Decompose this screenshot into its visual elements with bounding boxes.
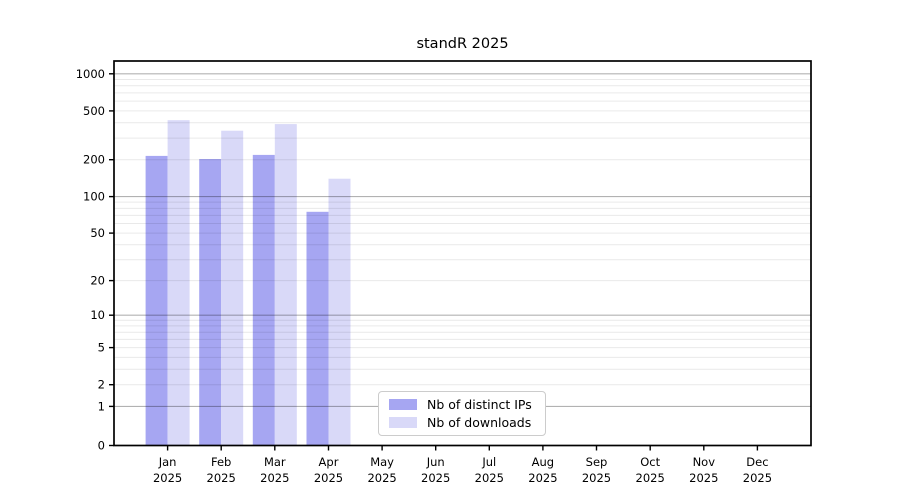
- x-tick-label-month: Mar: [264, 455, 286, 469]
- chart-title: standR 2025: [416, 36, 509, 52]
- y-tick-label: 1: [98, 399, 105, 413]
- y-tick-label: 50: [90, 226, 105, 240]
- y-tick-label: 5: [98, 341, 105, 355]
- x-tick-label-year: 2025: [743, 471, 772, 485]
- x-tick-label-month: Feb: [211, 455, 231, 469]
- bar-apr-ips: [306, 211, 329, 446]
- x-tick-label-year: 2025: [260, 471, 289, 485]
- legend-swatch-downloads-icon: [389, 417, 417, 429]
- x-tick-label-year: 2025: [689, 471, 718, 485]
- legend: Nb of distinct IPs Nb of downloads: [378, 391, 546, 436]
- legend-label-downloads: Nb of downloads: [427, 415, 532, 431]
- x-tick-label-month: Dec: [746, 455, 768, 469]
- bar-jan-ips: [145, 155, 168, 446]
- bar-jan-downloads: [167, 120, 190, 446]
- x-tick-label-year: 2025: [314, 471, 343, 485]
- x-tick-label-month: Jun: [426, 455, 445, 469]
- legend-swatch-ips-icon: [389, 398, 417, 410]
- bar-mar-ips: [252, 154, 275, 446]
- x-tick-label-year: 2025: [582, 471, 611, 485]
- y-tick-label: 0: [98, 439, 105, 453]
- x-tick-label-year: 2025: [528, 471, 557, 485]
- x-tick-label-month: Oct: [640, 455, 660, 469]
- x-tick-label-year: 2025: [153, 471, 182, 485]
- x-tick-label-month: Sep: [586, 455, 608, 469]
- plot-border: [113, 60, 812, 447]
- legend-label-distinct-ips: Nb of distinct IPs: [427, 396, 532, 412]
- bar-feb-downloads: [221, 130, 244, 446]
- x-tick-label-month: May: [370, 455, 394, 469]
- bar-mar-downloads: [274, 124, 297, 446]
- bar-feb-ips: [199, 159, 222, 446]
- x-tick-label-month: Nov: [693, 455, 716, 469]
- x-tick-label-month: Jul: [481, 455, 496, 469]
- y-tick-label: 2: [98, 378, 105, 392]
- bar-apr-downloads: [328, 178, 351, 446]
- y-tick-label: 500: [83, 104, 105, 118]
- x-tick-label-month: Aug: [532, 455, 554, 469]
- x-tick-label-year: 2025: [207, 471, 236, 485]
- y-tick-label: 10: [90, 308, 105, 322]
- x-tick-label-month: Jan: [158, 455, 177, 469]
- y-tick-label: 100: [83, 190, 105, 204]
- y-tick-label: 20: [90, 274, 105, 288]
- x-tick-label-year: 2025: [636, 471, 665, 485]
- y-tick-label: 200: [83, 153, 105, 167]
- x-tick-label-month: Apr: [319, 455, 339, 469]
- x-tick-label-year: 2025: [421, 471, 450, 485]
- x-tick-label-year: 2025: [475, 471, 504, 485]
- legend-item-downloads: Nb of downloads: [385, 414, 539, 431]
- legend-item-distinct-ips: Nb of distinct IPs: [385, 396, 539, 413]
- y-tick-label: 1000: [76, 67, 105, 81]
- x-tick-label-year: 2025: [367, 471, 396, 485]
